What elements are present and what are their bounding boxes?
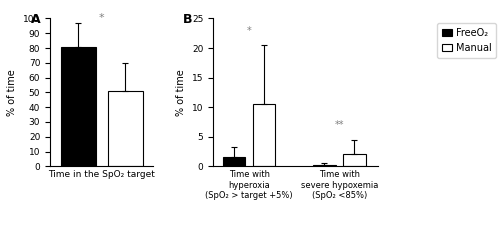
Text: *: * xyxy=(99,13,104,23)
Text: A: A xyxy=(32,12,41,26)
Bar xyxy=(223,158,246,166)
Bar xyxy=(343,154,365,166)
Text: B: B xyxy=(184,12,193,26)
Bar xyxy=(313,165,336,166)
Bar xyxy=(108,91,143,166)
Y-axis label: % of time: % of time xyxy=(8,69,18,116)
Text: *: * xyxy=(247,26,252,36)
Bar xyxy=(253,104,276,166)
Y-axis label: % of time: % of time xyxy=(176,69,186,116)
Text: **: ** xyxy=(334,120,344,130)
Legend: FreeO₂, Manual: FreeO₂, Manual xyxy=(438,23,496,58)
Bar xyxy=(60,47,96,166)
